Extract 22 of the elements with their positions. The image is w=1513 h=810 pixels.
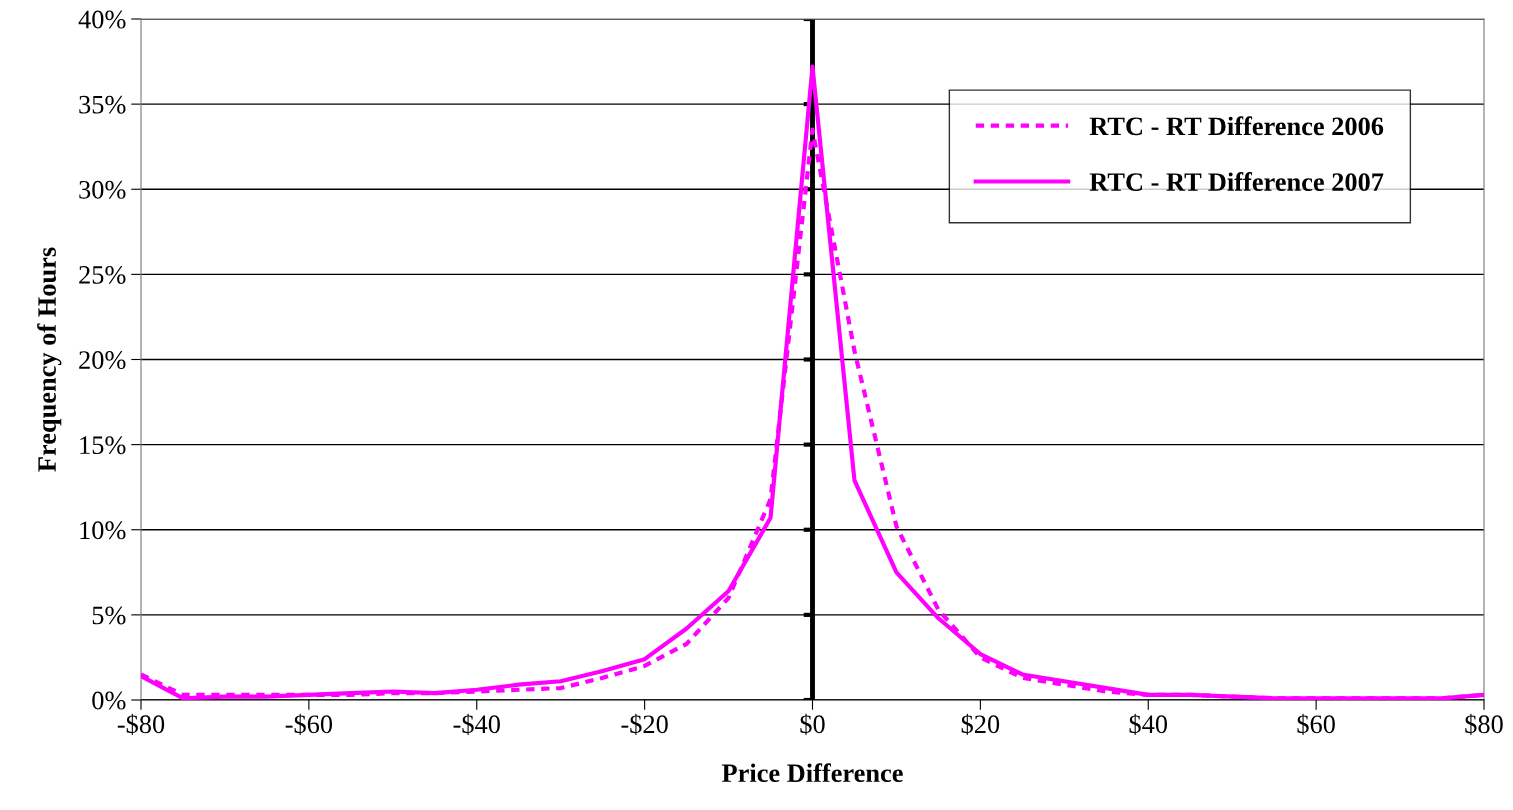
y-tick-label: 25% (79, 265, 126, 284)
x-tick-label: -$20 (621, 713, 668, 735)
x-tick-label: -$40 (453, 713, 500, 735)
y-tick-label: 35% (79, 95, 126, 114)
y-tick-label: 15% (80, 436, 126, 455)
legend-label: RTC - RT Difference 2007 (1089, 172, 1384, 191)
x-tick-label: -$80 (117, 713, 165, 735)
legend-label: RTC - RT Difference 2006 (1089, 116, 1384, 136)
x-tick-label: $80 (1465, 713, 1503, 735)
y-tick-label: 40% (78, 10, 126, 29)
y-tick-label: 10% (80, 521, 126, 540)
y-tick-label: 20% (79, 351, 126, 369)
x-axis-title: Price Difference (721, 763, 903, 783)
y-tick-label: 0% (92, 691, 126, 710)
x-tick-label: $0 (800, 713, 825, 735)
x-tick-label: $20 (961, 713, 1000, 735)
y-axis-title: Frequency of Hours (37, 247, 62, 472)
y-tick-label: 30% (79, 180, 126, 199)
x-tick-label: -$60 (285, 713, 333, 735)
y-tick-label: 5% (92, 606, 126, 625)
x-tick-label: $40 (1129, 713, 1168, 735)
x-tick-label: $60 (1297, 713, 1335, 735)
